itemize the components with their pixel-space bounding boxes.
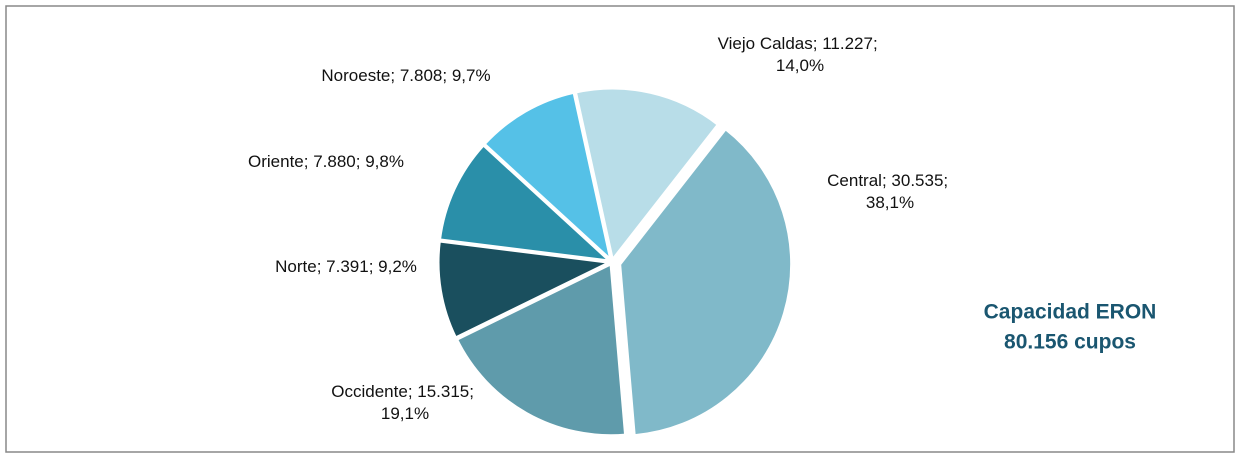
data-label: Central; 30.535; 38,1% (827, 171, 953, 212)
label-value: 15.315 (417, 382, 469, 401)
label-separator: ; (873, 34, 882, 53)
label-percent: 38,1% (866, 193, 914, 212)
label-separator: ; (943, 171, 952, 190)
label-category: Oriente (248, 152, 304, 171)
label-separator: ; (408, 382, 417, 401)
label-separator: ; (317, 257, 326, 276)
pie-slice (573, 86, 721, 264)
pie-slice (436, 239, 616, 340)
data-label: Noroeste; 7.808; 9,7% (321, 66, 490, 85)
data-label: Viejo Caldas; 11.227; 14,0% (718, 34, 883, 75)
label-separator: ; (390, 66, 399, 85)
label-value: 7.391 (326, 257, 369, 276)
label-category: Noroeste (321, 66, 390, 85)
label-category: Norte (275, 257, 317, 276)
label-percent: 19,1% (381, 404, 429, 423)
data-label: Norte; 7.391; 9,2% (275, 257, 417, 276)
label-separator: ; (813, 34, 822, 53)
label-percent: 9,8% (365, 152, 404, 171)
label-separator: ; (442, 66, 451, 85)
label-separator: ; (369, 257, 378, 276)
label-value: 30.535 (891, 171, 943, 190)
annotation: 80.156 cupos (1004, 331, 1136, 354)
label-percent: 14,0% (776, 56, 824, 75)
annotation: Capacidad ERON (984, 301, 1157, 324)
label-category: Central (827, 171, 882, 190)
data-label: Oriente; 7.880; 9,8% (248, 152, 404, 171)
label-separator: ; (469, 382, 478, 401)
label-percent: 9,7% (452, 66, 491, 85)
label-value: 7.808 (400, 66, 443, 85)
label-value: 7.880 (313, 152, 356, 171)
data-label: Occidente; 15.315; 19,1% (331, 382, 478, 423)
label-category: Occidente (331, 382, 408, 401)
label-category: Viejo Caldas (718, 34, 813, 53)
label-separator: ; (882, 171, 891, 190)
label-value: 11.227 (822, 34, 873, 53)
label-separator: ; (304, 152, 313, 171)
pie-slice (618, 126, 794, 438)
pie-slice (482, 90, 614, 265)
pie-slice (437, 142, 615, 264)
pie-slice (454, 261, 628, 438)
label-separator: ; (356, 152, 365, 171)
label-percent: 9,2% (378, 257, 417, 276)
